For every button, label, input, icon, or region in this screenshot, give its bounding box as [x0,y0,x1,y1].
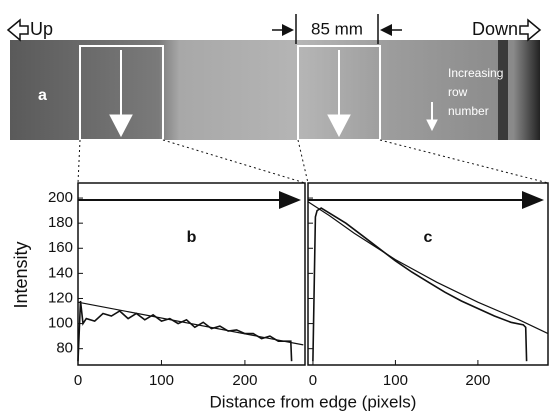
data-line [77,301,304,346]
plot-frame [77,182,306,366]
direction-label: Up [30,19,53,39]
data-line [312,207,528,362]
y-tick-label: 80 [56,340,73,357]
y-tick-label: 120 [48,289,73,306]
x-tick-label: 200 [465,372,490,389]
x-axis-label: Distance from edge (pixels) [210,392,417,411]
panel-label: c [424,229,433,246]
direction-label: Down [472,19,518,39]
y-tick-label: 160 [48,239,73,256]
photo-note: Increasing [448,66,503,80]
data-line [307,201,549,335]
photo-note: row [448,85,468,99]
y-tick-label: 140 [48,264,73,281]
photo-strip [10,40,540,140]
y-tick-label: 180 [48,214,73,231]
x-tick-label: 0 [74,372,82,389]
x-tick-label: 0 [309,372,317,389]
panel-label: b [187,229,197,246]
x-tick-label: 200 [232,372,257,389]
panel-arrow-head [522,191,544,209]
panel-label: a [38,87,47,104]
zoom-lines [77,139,549,184]
panel-arrow-head [279,191,301,209]
scale-label: 85 mm [311,19,363,38]
zoom-box [79,45,164,141]
photo-note: number [448,104,489,118]
data-line [77,300,293,362]
zoom-box [297,45,381,141]
photo-arrows [109,50,438,138]
y-axis-label: Intensity [11,241,31,308]
scale-arrow [380,24,392,36]
y-tick-label: 200 [48,189,73,206]
x-tick-label: 100 [383,372,408,389]
scale-arrow [282,24,294,36]
photo-band [498,40,508,140]
plot-frame [307,182,549,366]
y-tick-label: 100 [48,315,73,332]
direction-arrows [6,14,542,44]
x-tick-label: 100 [149,372,174,389]
